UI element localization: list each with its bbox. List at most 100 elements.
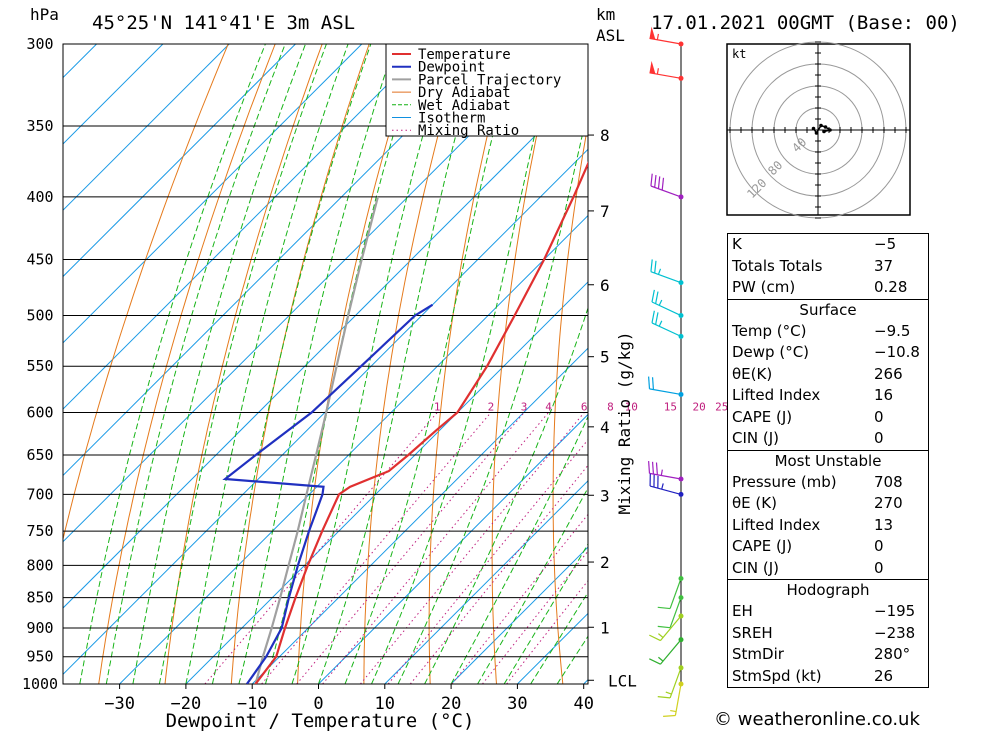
isotherm-line: [63, 44, 562, 543]
mixing-ratio-label: 3: [521, 401, 528, 414]
x-axis-label: Dewpoint / Temperature (°C): [166, 710, 475, 732]
mu-row: CAPE (J) 0: [732, 537, 884, 555]
surface-row: CAPE (J) 0: [732, 407, 884, 426]
datetime-title: 17.01.2021 00GMT (Base: 00): [651, 12, 960, 34]
pressure-tick-label: 800: [26, 556, 53, 574]
mixing-ratio-label: 10: [625, 401, 638, 414]
wet-adiabat-line: [530, 591, 588, 684]
surface-row: CIN (J) 0: [732, 429, 884, 447]
wind-barb: [649, 473, 684, 497]
km-tick-label: 6: [600, 276, 610, 295]
mu-row: θE (K) 270: [732, 494, 903, 512]
wet-adiabat-line: [503, 543, 588, 684]
x-tick-label: 10: [375, 694, 395, 714]
x-tick-label: −20: [171, 694, 202, 714]
pressure-tick-label: 550: [26, 357, 53, 375]
isotherm-line: [119, 214, 588, 684]
dry-adiabat-line: [669, 44, 698, 684]
hodo-row: EH −195: [732, 602, 916, 620]
mu-row: Pressure (mb) 708: [732, 472, 903, 491]
wind-barb: [657, 665, 684, 699]
hodograph-unit: kt: [732, 47, 746, 61]
legend-entry: Dewpoint: [418, 60, 485, 76]
wind-barb: [663, 681, 684, 717]
wet-adiabat-line: [477, 487, 588, 684]
pressure-tick-label: 850: [26, 589, 53, 607]
wet-adiabat-line: [132, 44, 306, 684]
hodograph-section: Hodograph EH −195 SREH −238 StmDir 280° Stm…: [728, 579, 928, 687]
surface-row: θE(K) 266: [732, 364, 903, 383]
pressure-tick-label: 400: [26, 188, 53, 206]
most-unstable-section: Most Unstable Pressure (mb) 708 θE (K) 270…: [728, 449, 928, 580]
legend-entry: Wet Adiabat: [418, 98, 511, 114]
x-tick-label: 0: [313, 694, 323, 714]
dry-adiabat-line: [932, 44, 1000, 684]
km-tick-label: 4: [600, 418, 610, 437]
x-tick-label: 30: [507, 694, 527, 714]
mixing-ratio-line: [451, 513, 588, 684]
wind-barb: [648, 376, 684, 397]
hodograph-point: [828, 128, 832, 132]
wind-barb: [648, 461, 684, 482]
hodo-row: StmSpd (kt) 26: [732, 666, 894, 685]
pressure-tick-label: 650: [26, 446, 53, 464]
wind-barb: [649, 613, 684, 642]
surface-row: Lifted Index 16: [732, 386, 894, 404]
wind-barb: [651, 289, 684, 319]
legend-box: [385, 43, 589, 137]
isotherm-line: [63, 44, 363, 344]
x-tick-label: −10: [237, 694, 268, 714]
pressure-tick-label: 450: [26, 251, 53, 269]
isotherm-line: [63, 44, 164, 145]
mixing-ratio-line: [261, 412, 492, 684]
surface-row: Dewp (°C) −10.8: [732, 343, 920, 361]
km-tick-label: 3: [600, 486, 610, 505]
x-tick-label: 20: [441, 694, 461, 714]
indices-table: K −5 Totals Totals 37 PW (cm) 0.28 Surface …: [727, 233, 929, 688]
mixing-ratio-label: 4: [545, 401, 552, 414]
plot-frame: [62, 43, 589, 685]
mu-row: Lifted Index 13: [732, 515, 894, 534]
isotherm-line: [63, 44, 230, 211]
dry-adiabat-line: [552, 122, 588, 684]
isotherm-line: [63, 44, 495, 477]
mixing-ratio-line: [204, 412, 438, 684]
dry-adiabat-line: [363, 44, 464, 684]
km-tick-label: 7: [600, 202, 610, 221]
km-tick-label: 5: [600, 348, 610, 367]
mixing-ratio-label: 8: [607, 401, 614, 414]
hodograph-point: [814, 131, 819, 135]
wind-barb: [649, 637, 684, 665]
dewpoint-profile: [222, 303, 434, 684]
wet-adiabat-line: [344, 44, 517, 684]
wind-barb: [657, 595, 684, 629]
mixing-ratio-label: 6: [581, 401, 588, 414]
mixing-ratio-line: [387, 438, 588, 684]
hodograph-point: [819, 123, 823, 128]
isotherm-line: [63, 148, 588, 676]
surface-section: Surface Temp (°C) −9.5 Dewp (°C) −10.8 θE(…: [728, 298, 928, 450]
wind-barb: [650, 259, 684, 286]
wind-barb: [657, 576, 684, 610]
wet-adiabat-line: [238, 44, 396, 684]
index-row-k: K −5: [732, 235, 897, 253]
km-tick-label: 2: [600, 553, 610, 572]
isotherm-line: [384, 480, 588, 684]
km-unit-asl: ASL: [596, 26, 625, 45]
pressure-tick-label: 1000: [22, 675, 58, 693]
wind-barb: [649, 26, 684, 47]
hodograph-point: [811, 126, 816, 131]
mixing-ratio-line: [322, 412, 549, 684]
wind-barb: [651, 310, 684, 339]
mixing-ratio-line: [482, 550, 588, 684]
hodo-row: SREH −238: [732, 623, 916, 642]
x-tick-label: 40: [573, 694, 593, 714]
pressure-tick-label: 500: [26, 307, 53, 325]
hodograph-point: [823, 125, 828, 129]
isotherm-line: [318, 413, 588, 684]
km-tick-label: 8: [600, 126, 610, 145]
lcl-label: LCL: [608, 671, 637, 690]
index-row-pw: PW (cm) 0.28: [732, 278, 908, 296]
